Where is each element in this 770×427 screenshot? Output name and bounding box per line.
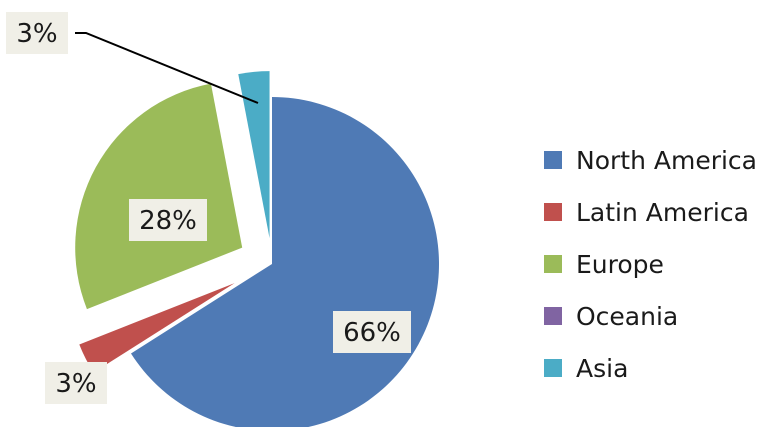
pie-slices — [75, 71, 439, 427]
legend-item-latin-america: Latin America — [544, 198, 749, 227]
legend-item-oceania: Oceania — [544, 302, 678, 331]
data-label-europe: 28% — [129, 199, 207, 241]
legend-label-asia: Asia — [576, 354, 628, 383]
legend-item-asia: Asia — [544, 354, 628, 383]
data-label-text-asia: 3% — [16, 19, 57, 49]
legend-item-europe: Europe — [544, 250, 664, 279]
data-labels: 66% 3% 28% 3% — [6, 12, 411, 404]
legend-swatch-latin-america — [544, 203, 562, 221]
legend: North America Latin America Europe Oceania A… — [544, 146, 757, 383]
legend-swatch-asia — [544, 359, 562, 377]
data-label-text-latin-america: 3% — [55, 369, 96, 399]
legend-item-north-america: North America — [544, 146, 757, 175]
asia-leader-line — [75, 32, 259, 104]
slice-latin-america — [79, 283, 235, 373]
data-label-north-america: 66% — [333, 311, 411, 353]
legend-swatch-europe — [544, 255, 562, 273]
legend-label-north-america: North America — [576, 146, 757, 175]
legend-label-europe: Europe — [576, 250, 664, 279]
data-label-text-north-america: 66% — [343, 318, 401, 348]
slice-asia — [238, 71, 270, 239]
legend-label-oceania: Oceania — [576, 302, 678, 331]
legend-swatch-north-america — [544, 151, 562, 169]
slice-europe — [75, 83, 243, 310]
legend-label-latin-america: Latin America — [576, 198, 749, 227]
data-label-text-europe: 28% — [139, 206, 197, 236]
legend-swatch-oceania — [544, 307, 562, 325]
data-label-asia: 3% — [6, 12, 68, 54]
data-label-latin-america: 3% — [45, 362, 107, 404]
